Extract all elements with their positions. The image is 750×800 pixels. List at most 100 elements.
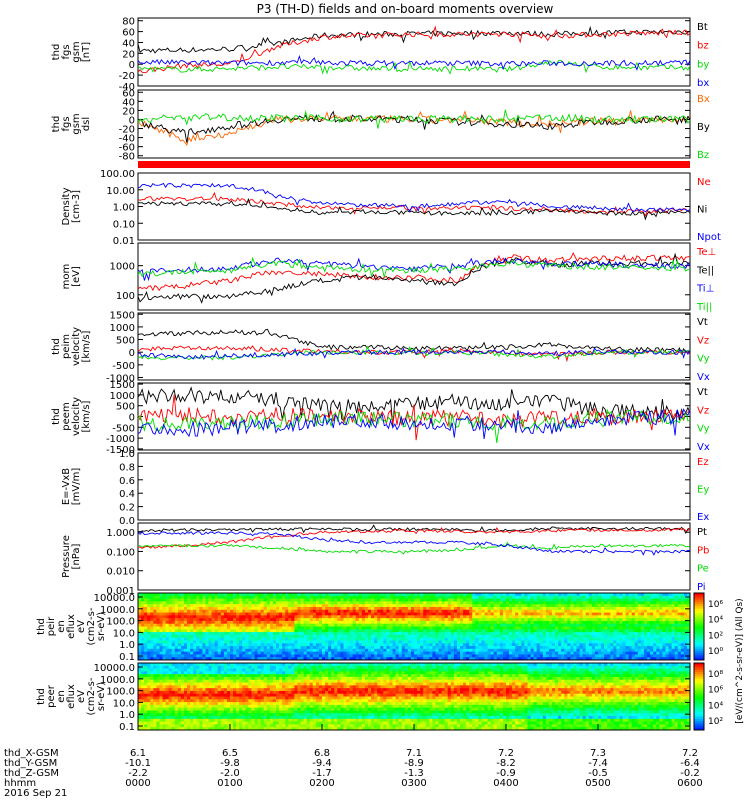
- heatmap-cell: [392, 646, 396, 650]
- heatmap-cell: [174, 685, 179, 689]
- heatmap-cell: [555, 640, 559, 644]
- heatmap-cell: [168, 595, 173, 599]
- heatmap-cell: [555, 615, 559, 619]
- heatmap-cell: [346, 606, 350, 611]
- heatmap-cell: [622, 618, 626, 622]
- heatmap-cell: [349, 637, 354, 641]
- heatmap-cell: [674, 646, 679, 650]
- heatmap-cell: [162, 690, 166, 695]
- legend-entry: Bz: [697, 150, 709, 161]
- heatmap-cell: [515, 648, 519, 653]
- heatmap-cell: [138, 727, 142, 731]
- heatmap-cell: [472, 632, 476, 636]
- heatmap-cell: [481, 598, 485, 602]
- heatmap-cell: [484, 598, 488, 602]
- heatmap-cell: [484, 623, 488, 627]
- heatmap-cell: [340, 609, 344, 613]
- heatmap-cell: [349, 643, 354, 647]
- heatmap-cell: [180, 663, 185, 667]
- heatmap-cell: [248, 640, 252, 644]
- heatmap-cell: [677, 629, 682, 633]
- heatmap-cell: [414, 632, 418, 636]
- heatmap-cell: [527, 620, 531, 625]
- heatmap-cell: [205, 620, 209, 625]
- heatmap-cell: [441, 604, 446, 608]
- heatmap-cell: [174, 665, 179, 669]
- heatmap-cell: [499, 601, 504, 605]
- heatmap-cell: [177, 612, 182, 616]
- heatmap-cell: [257, 604, 262, 608]
- heatmap-cell: [174, 637, 179, 641]
- heatmap-cell: [472, 634, 476, 639]
- heatmap-cell: [619, 654, 623, 658]
- heatmap-cell: [349, 609, 354, 613]
- heatmap-cell: [631, 615, 636, 619]
- heatmap-cell: [453, 634, 458, 639]
- heatmap-cell: [506, 595, 510, 599]
- heatmap-cell: [153, 623, 157, 627]
- heatmap-cell: [463, 632, 467, 636]
- heatmap-cell: [653, 654, 657, 658]
- heatmap-cell: [585, 657, 590, 661]
- heatmap-cell: [220, 615, 225, 619]
- heatmap-cell: [441, 643, 446, 647]
- heatmap-cell: [303, 640, 308, 644]
- heatmap-cell: [634, 629, 639, 633]
- heatmap-cell: [349, 646, 354, 650]
- heatmap-cell: [352, 598, 357, 602]
- heatmap-cell: [567, 593, 571, 597]
- heatmap-cell: [420, 640, 424, 644]
- heatmap-cell: [159, 718, 163, 723]
- heatmap-cell: [202, 612, 206, 616]
- heatmap-cell: [613, 606, 617, 611]
- heatmap-cell: [585, 654, 590, 658]
- heatmap-cell: [570, 615, 574, 619]
- heatmap-cell: [374, 626, 378, 630]
- heatmap-cell: [392, 651, 396, 655]
- heatmap-cell: [659, 634, 663, 639]
- heatmap-cell: [205, 615, 209, 619]
- heatmap-cell: [487, 626, 492, 630]
- heatmap-cell: [453, 595, 458, 599]
- heatmap-cell: [460, 618, 464, 622]
- heatmap-cell: [266, 632, 271, 636]
- heatmap-cell: [211, 606, 216, 611]
- heatmap-cell: [156, 657, 160, 661]
- heatmap-cell: [404, 648, 409, 653]
- heatmap-cell: [414, 634, 418, 639]
- heatmap-cell: [144, 632, 148, 636]
- heatmap-cell: [487, 601, 492, 605]
- heatmap-cell: [512, 598, 516, 602]
- heatmap-cell: [162, 612, 166, 616]
- heatmap-cell: [671, 634, 676, 639]
- heatmap-cell: [598, 654, 602, 658]
- heatmap-cell: [558, 609, 562, 613]
- heatmap-cell: [674, 640, 679, 644]
- heatmap-cell: [174, 648, 179, 653]
- heatmap-cell: [346, 643, 350, 647]
- heatmap-cell: [236, 651, 240, 655]
- heatmap-cell: [300, 637, 304, 641]
- heatmap-cell: [469, 640, 473, 644]
- heatmap-cell: [141, 626, 145, 630]
- heatmap-cell: [263, 593, 268, 597]
- heatmap-cell: [460, 637, 464, 641]
- heatmap-cell: [576, 595, 580, 599]
- heatmap-cell: [472, 643, 476, 647]
- heatmap-cell: [423, 646, 427, 650]
- heatmap-cell: [174, 629, 179, 633]
- heatmap-cell: [591, 637, 596, 641]
- heatmap-cell: [138, 618, 142, 622]
- heatmap-cell: [542, 648, 547, 653]
- heatmap-cell: [552, 609, 556, 613]
- heatmap-cell: [328, 648, 332, 653]
- heatmap-cell: [205, 612, 209, 616]
- heatmap-cell: [564, 651, 568, 655]
- heatmap-cell: [521, 632, 525, 636]
- heatmap-cell: [245, 595, 249, 599]
- heatmap-cell: [475, 620, 479, 625]
- heatmap-cell: [656, 593, 660, 597]
- heatmap-cell: [263, 640, 268, 644]
- heatmap-cell: [521, 623, 525, 627]
- heatmap-cell: [441, 651, 446, 655]
